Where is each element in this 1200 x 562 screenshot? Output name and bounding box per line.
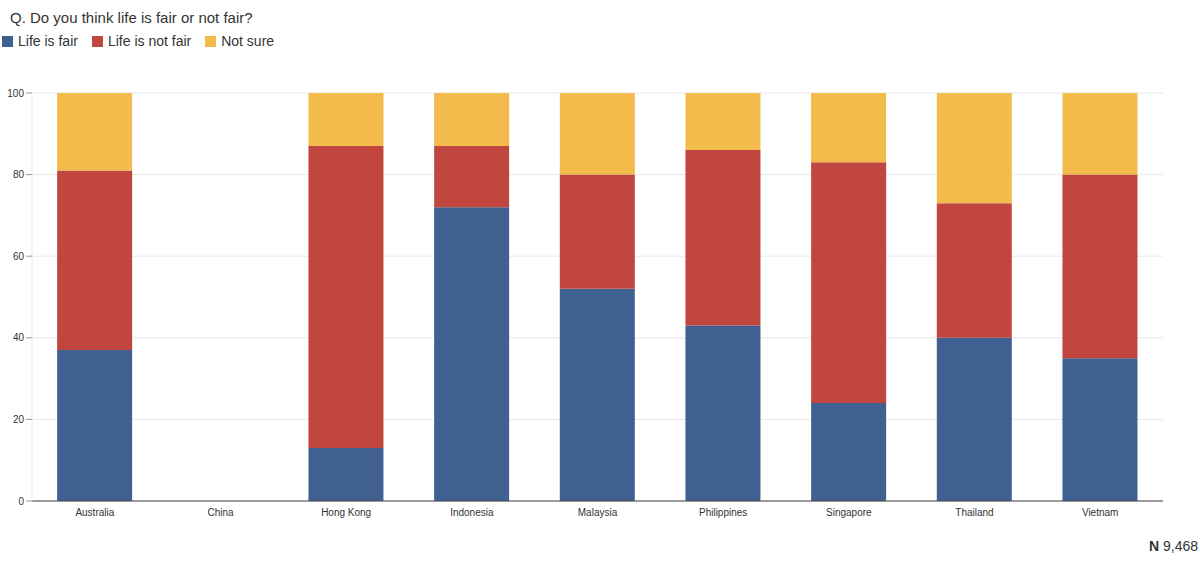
svg-text:Australia: Australia xyxy=(75,507,114,518)
svg-text:60: 60 xyxy=(13,251,25,262)
svg-text:80: 80 xyxy=(13,169,25,180)
html-text:N 9,468: N 9,468 xyxy=(1148,538,1198,554)
svg-text:Thailand: Thailand xyxy=(955,507,993,518)
svg-text:40: 40 xyxy=(13,332,25,343)
html-text:Life is not fair: Life is not fair xyxy=(107,33,192,49)
html-text:Q. Do you think life is fair o: Q. Do you think life is fair or not fair… xyxy=(10,9,253,26)
svg-text:Vietnam: Vietnam xyxy=(1082,507,1119,518)
svg-text:China: China xyxy=(207,507,234,518)
html-text:Life is fair: Life is fair xyxy=(18,33,78,49)
svg-text:0: 0 xyxy=(18,496,24,507)
svg-text:Indonesia: Indonesia xyxy=(450,507,494,518)
html-text:Not sure: Not sure xyxy=(221,33,275,49)
svg-text:20: 20 xyxy=(13,414,25,425)
svg-text:Malaysia: Malaysia xyxy=(578,507,618,518)
svg-text:Singapore: Singapore xyxy=(826,507,872,518)
svg-text:100: 100 xyxy=(8,88,24,99)
svg-text:Hong Kong: Hong Kong xyxy=(321,507,371,518)
svg-text:Philippines: Philippines xyxy=(699,507,747,518)
